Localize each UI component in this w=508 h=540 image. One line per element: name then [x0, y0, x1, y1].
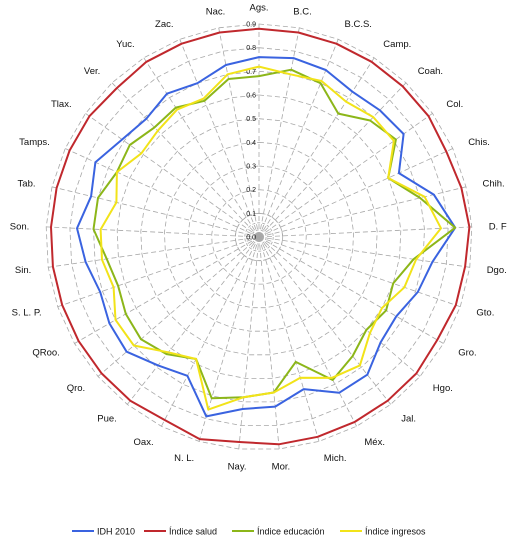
spoke-12 [258, 236, 421, 377]
spoke-29 [111, 82, 260, 238]
spoke-2 [258, 39, 339, 238]
category-label-23: S. L. P. [12, 308, 42, 319]
data-series [50, 27, 471, 446]
spoke-10 [258, 236, 461, 308]
spoke-14 [258, 236, 357, 427]
spoke-1 [258, 27, 300, 238]
category-label-9: Dgo. [487, 265, 507, 276]
grid-ring-5 [140, 118, 378, 356]
category-label-8: D. F [489, 222, 507, 233]
spoke-5 [258, 113, 433, 238]
category-label-15: Mich. [324, 453, 347, 464]
spoke-7 [258, 186, 467, 238]
series-line-3 [99, 65, 442, 411]
category-label-31: Zac. [155, 19, 173, 30]
category-label-20: Pue. [97, 413, 117, 424]
legend-label-2: Índice educación [257, 527, 325, 537]
series-line-0 [76, 56, 457, 418]
tick-label-6: 0.6 [246, 93, 256, 100]
spoke-28 [85, 113, 260, 238]
spoke-19 [161, 236, 260, 427]
category-label-3: Camp. [383, 39, 411, 50]
category-label-22: QRoo. [32, 348, 59, 359]
grid-ring-4 [163, 141, 355, 332]
spoke-4 [258, 82, 407, 238]
category-label-21: Qro. [67, 383, 85, 394]
category-label-29: Ver. [84, 66, 100, 77]
spoke-30 [143, 57, 260, 238]
category-label-17: Nay. [228, 462, 247, 473]
category-label-25: Son. [10, 222, 30, 233]
legend: IDH 2010 Índice salud Índice educación Índi… [72, 527, 426, 537]
spoke-20 [126, 236, 260, 405]
category-label-16: Mor. [272, 462, 290, 473]
category-label-11: Gro. [458, 348, 476, 359]
spoke-26 [51, 186, 260, 238]
spoke-32 [218, 27, 260, 238]
radial-tick-labels: 0.0 0.1 0.2 0.3 0.4 0.5 0.6 0.7 0.8 0.9 [246, 22, 256, 242]
category-label-19: Oax. [134, 437, 154, 448]
grid-ring-6 [116, 94, 402, 379]
spoke-16 [258, 236, 280, 450]
category-label-32: Nac. [206, 7, 226, 18]
tick-label-5: 0.5 [246, 116, 256, 123]
legend-label-0: IDH 2010 [97, 527, 135, 537]
spoke-13 [258, 236, 392, 405]
legend-label-3: Índice ingresos [365, 527, 426, 537]
spoke-9 [258, 236, 470, 268]
spoke-27 [65, 148, 260, 238]
category-label-26: Tab. [18, 178, 36, 189]
category-label-18: N. L. [174, 453, 194, 464]
spoke-11 [258, 236, 444, 344]
radar-spokes [46, 24, 472, 450]
grid-ring-2 [211, 189, 307, 285]
tick-label-2: 0.2 [246, 187, 256, 194]
tick-label-4: 0.4 [246, 140, 256, 147]
spoke-17 [238, 236, 260, 450]
category-label-24: Sin. [15, 265, 31, 276]
center-ring-1 [244, 222, 274, 252]
tick-label-9: 0.9 [246, 22, 256, 29]
grid-ring-7 [93, 70, 425, 403]
tick-label-8: 0.8 [246, 45, 256, 52]
category-label-5: Col. [446, 99, 463, 110]
category-label-12: Hgo. [433, 383, 453, 394]
tick-label-7: 0.7 [246, 69, 256, 76]
spoke-3 [258, 57, 375, 238]
category-label-1: B.C. [293, 7, 311, 18]
tick-label-3: 0.3 [246, 164, 256, 171]
tick-label-0: 0.0 [246, 235, 256, 242]
spoke-15 [258, 236, 320, 442]
category-label-0: Ags. [249, 3, 268, 14]
spoke-18 [198, 236, 260, 442]
spoke-24 [48, 236, 260, 268]
category-labels: Ags. B.C. B.C.S. Camp. Coah. Col. Chis. Chih. D.… [10, 3, 507, 473]
center-ring-2 [234, 212, 284, 262]
spoke-22 [74, 236, 260, 344]
grid-ring-8 [69, 47, 449, 426]
spoke-25 [46, 226, 260, 238]
tick-label-1: 0.1 [246, 211, 256, 218]
spoke-6 [258, 148, 453, 238]
spoke-31 [179, 39, 260, 238]
category-label-4: Coah. [418, 66, 443, 77]
category-label-10: Gto. [476, 308, 494, 319]
legend-label-1: Índice salud [169, 527, 217, 537]
series-line-1 [50, 27, 471, 446]
category-label-2: B.C.S. [345, 19, 372, 30]
category-label-27: Tamps. [19, 137, 50, 148]
category-label-13: Jal. [401, 413, 416, 424]
spoke-8 [258, 226, 472, 238]
spoke-21 [97, 236, 260, 377]
spoke-23 [57, 236, 260, 308]
category-label-30: Yuc. [116, 39, 135, 50]
category-label-6: Chis. [468, 137, 490, 148]
category-label-7: Chih. [483, 178, 505, 189]
grid-ring-3 [187, 165, 331, 309]
category-label-14: Méx. [364, 437, 385, 448]
grid-ring-9 [45, 23, 473, 450]
center-ring-0 [251, 229, 267, 245]
category-label-28: Tlax. [51, 99, 72, 110]
